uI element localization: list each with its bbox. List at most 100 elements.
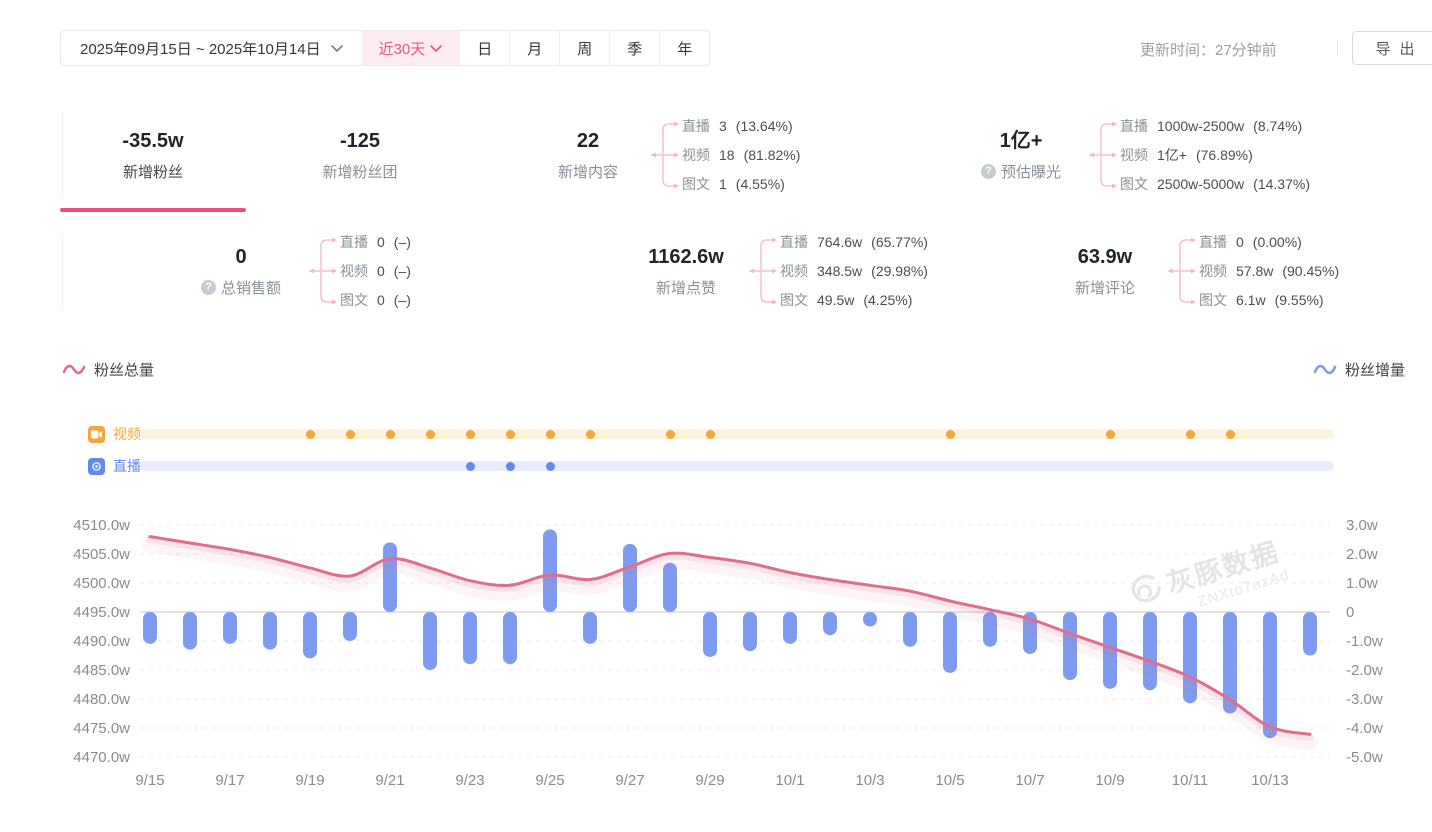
date-range-picker[interactable]: 2025年09月15日 ~ 2025年10月14日: [61, 31, 362, 65]
svg-text:9/29: 9/29: [695, 772, 724, 789]
breakdown-row: 图文 2500w-5000w (14.37%): [1120, 169, 1310, 198]
event-dot[interactable]: [1105, 429, 1115, 439]
svg-text:4485.0w: 4485.0w: [73, 662, 130, 679]
quick-range-value: 近30天: [378, 40, 426, 58]
svg-text:9/23: 9/23: [455, 772, 484, 789]
event-dot[interactable]: [585, 429, 595, 439]
period-tab-month[interactable]: 月: [509, 31, 559, 65]
metric-card-new-fan-club[interactable]: -125 新增粉丝团: [267, 112, 453, 198]
breakdown-row: 图文 6.1w (9.55%): [1199, 285, 1339, 314]
svg-text:4505.0w: 4505.0w: [73, 546, 130, 563]
svg-text:9/15: 9/15: [135, 772, 164, 789]
help-icon[interactable]: ?: [200, 279, 216, 295]
period-tab-week[interactable]: 周: [559, 31, 609, 65]
breakdown-value: 0: [377, 234, 385, 251]
event-dot[interactable]: [305, 429, 315, 439]
svg-text:9/19: 9/19: [295, 772, 324, 789]
breakdown-name: 直播: [340, 234, 368, 251]
breakdown-value: 0: [377, 291, 385, 308]
update-time: 更新时间：27分钟前: [1140, 42, 1277, 59]
event-dot[interactable]: [705, 429, 715, 439]
event-dot[interactable]: [545, 429, 555, 439]
metric-value: 63.9w: [1077, 245, 1133, 268]
svg-text:10/13: 10/13: [1251, 772, 1289, 789]
chevron-down-icon: [330, 44, 343, 52]
svg-text:9/17: 9/17: [215, 772, 244, 789]
metric-value: -125: [339, 129, 381, 152]
breakdown-value: 764.6w: [817, 234, 863, 251]
breakdown-value: 0: [377, 263, 385, 279]
breakdown-bracket: [1168, 237, 1196, 305]
export-button[interactable]: 导出: [1352, 31, 1432, 65]
svg-text:10/5: 10/5: [935, 772, 964, 789]
help-icon[interactable]: ?: [980, 163, 996, 179]
svg-text:0: 0: [1346, 604, 1354, 621]
breakdown-pct: (4.55%): [735, 175, 785, 192]
metric-label: 预估曝光: [1000, 163, 1061, 181]
trend-chart: 4510.0w 3.0w 4505.0w 2.0w 4500.0w 1.0w 4495.0w…: [73, 517, 1383, 789]
breakdown-value: 1: [719, 175, 727, 192]
breakdown-row: 直播 0 (–): [340, 228, 411, 257]
period-tab-quarter[interactable]: 季: [609, 31, 659, 65]
event-label: 直播: [113, 458, 141, 474]
event-dot[interactable]: [425, 429, 435, 439]
breakdown-value: 1亿+: [1157, 147, 1187, 163]
breakdown-row: 图文 49.5w (4.25%): [780, 285, 928, 314]
event-track-video: [140, 429, 1334, 439]
event-dot[interactable]: [505, 429, 515, 439]
breakdown-name: 直播: [1199, 234, 1227, 251]
breakdown-name: 图文: [682, 175, 710, 192]
legend-fans-total[interactable]: 粉丝总量: [62, 359, 154, 380]
svg-text:4495.0w: 4495.0w: [73, 604, 130, 621]
svg-text:10/11: 10/11: [1172, 772, 1208, 789]
event-row-video: 视频: [88, 424, 141, 444]
metric-value: 1162.6w: [648, 245, 724, 268]
video-icon: [88, 425, 105, 443]
legend-fans-increment[interactable]: 粉丝增量: [1313, 359, 1405, 380]
svg-text:3.0w: 3.0w: [1346, 517, 1378, 534]
divider: [62, 234, 63, 310]
breakdown-name: 视频: [340, 263, 368, 279]
breakdown-pct: (–): [393, 234, 411, 251]
breakdown-value: 348.5w: [817, 263, 863, 279]
breakdown-value: 1000w-2500w: [1157, 118, 1245, 135]
date-filter-bar: 2025年09月15日 ~ 2025年10月14日 近30天 日 月 周 季 年: [60, 30, 711, 66]
breakdown-value: 3: [719, 118, 727, 135]
breakdown-name: 视频: [780, 263, 808, 279]
breakdown-name: 图文: [1199, 291, 1227, 308]
legend-label: 粉丝总量: [94, 362, 155, 379]
metric-card-total-sales[interactable]: 0 ? 总销售额 直播 0 (–) 视频 0 (–) 图文 0 (–): [176, 228, 411, 314]
event-dot[interactable]: [545, 461, 555, 471]
divider: [1337, 40, 1338, 56]
period-tab-day[interactable]: 日: [459, 31, 509, 65]
metric-card-new-content[interactable]: 22 新增内容 直播 3 (13.64%) 视频 18 (81.82%) 图文 1 (4.5…: [528, 112, 800, 198]
metric-card-estimated-exposure[interactable]: 1亿+ ? 预估曝光 直播 1000w-2500w (8.74%) 视频 1亿+ (76.…: [956, 112, 1310, 198]
period-tab-year[interactable]: 年: [659, 31, 709, 65]
wave-icon: [62, 364, 86, 375]
metric-card-new-comments[interactable]: 63.9w 新增评论 直播 0 (0.00%) 视频 57.8w (90.45%) 图文…: [1045, 228, 1339, 314]
breakdown-value: 18: [719, 147, 735, 163]
event-dot[interactable]: [345, 429, 355, 439]
event-dot[interactable]: [465, 461, 475, 471]
breakdown-value: 57.8w: [1236, 263, 1274, 279]
event-dot[interactable]: [465, 429, 475, 439]
breakdown-pct: (65.77%): [871, 234, 928, 251]
event-dot[interactable]: [385, 429, 395, 439]
breakdown-pct: (76.89%): [1195, 147, 1253, 163]
event-dot[interactable]: [665, 429, 675, 439]
breakdown-name: 视频: [1120, 147, 1148, 163]
event-dot[interactable]: [945, 429, 955, 439]
date-range-value: 2025年09月15日 ~ 2025年10月14日: [80, 40, 321, 58]
breakdown-name: 直播: [1120, 118, 1148, 135]
svg-text:10/9: 10/9: [1095, 772, 1124, 789]
metric-card-new-fans[interactable]: -35.5w 新增粉丝: [60, 112, 246, 212]
legend-label: 粉丝增量: [1344, 362, 1405, 379]
event-dot[interactable]: [1185, 429, 1195, 439]
breakdown-bracket: [749, 237, 777, 305]
breakdown-pct: (4.25%): [863, 291, 913, 308]
event-dot[interactable]: [1225, 429, 1235, 439]
breakdown-bracket: [651, 121, 679, 189]
metric-card-new-likes[interactable]: 1162.6w 新增点赞 直播 764.6w (65.77%) 视频 348.5w (2…: [626, 228, 928, 314]
event-dot[interactable]: [505, 461, 515, 471]
quick-range-selector[interactable]: 近30天: [361, 31, 460, 65]
